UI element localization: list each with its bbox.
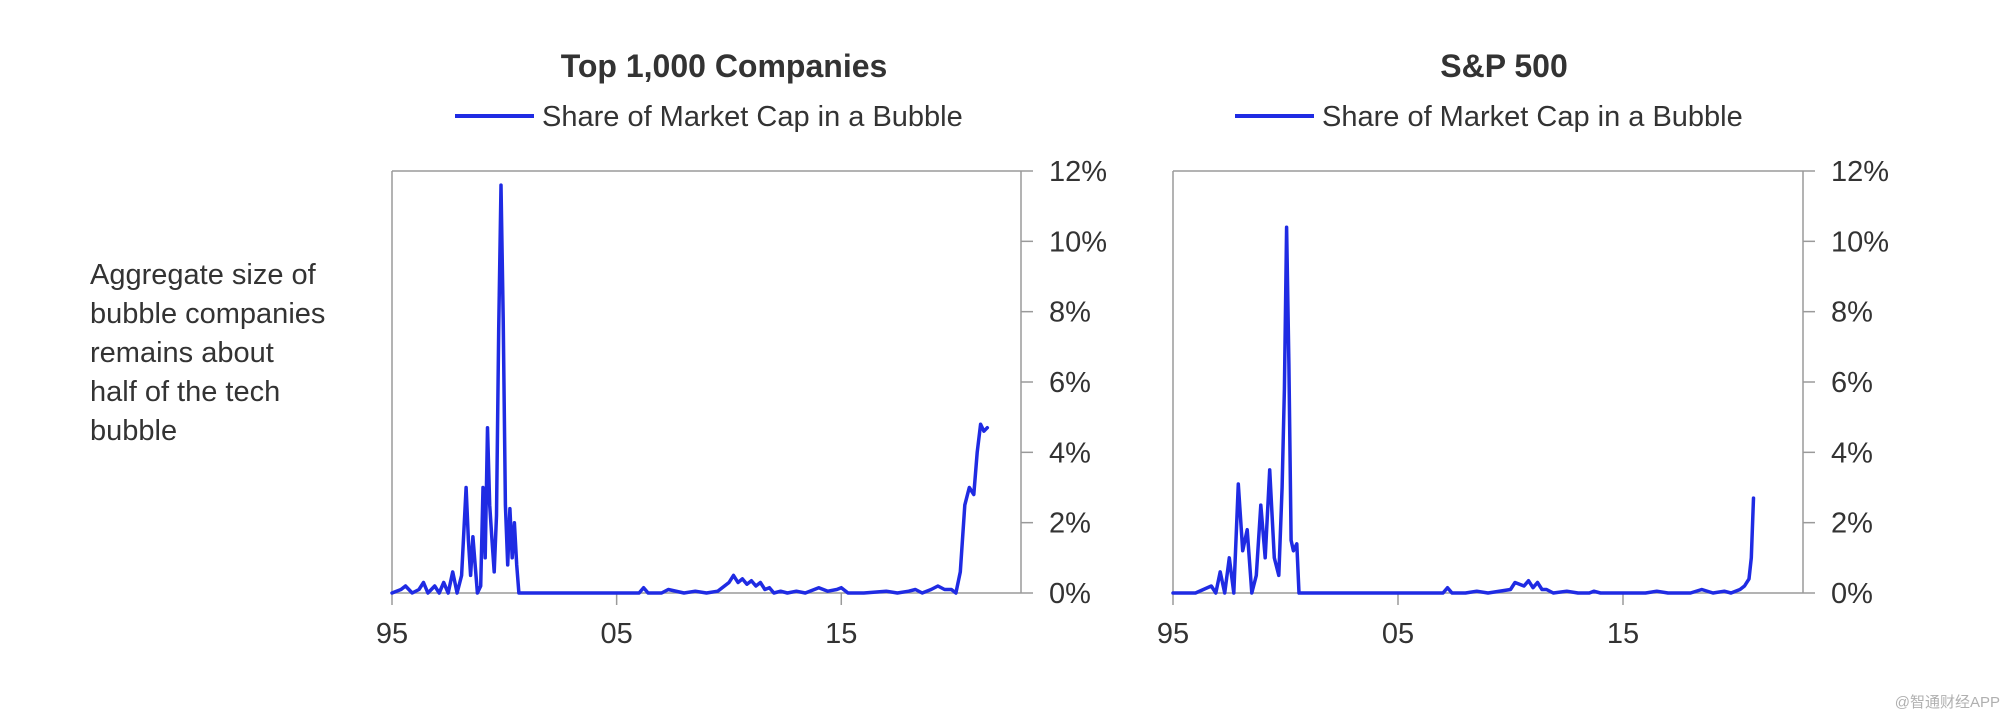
side-note-line: remains about: [90, 337, 274, 369]
y-tick-label: 4%: [1049, 437, 1091, 469]
y-tick-label: 2%: [1049, 508, 1091, 540]
side-note-line: half of the tech: [90, 376, 281, 408]
y-tick-label: 2%: [1831, 508, 1873, 540]
x-tick-label: 15: [825, 618, 857, 650]
x-tick-label: 05: [1382, 618, 1414, 650]
y-tick-label: 8%: [1049, 297, 1091, 329]
y-tick-label: 10%: [1831, 226, 1889, 258]
y-tick-label: 0%: [1049, 578, 1091, 610]
series-line: [390, 183, 990, 595]
side-note: Aggregate size of bubble companies remai…: [90, 256, 380, 451]
x-tick-label: 95: [376, 618, 408, 650]
y-tick-label: 12%: [1049, 156, 1107, 188]
legend-label: Share of Market Cap in a Bubble: [542, 101, 963, 133]
legend-label: Share of Market Cap in a Bubble: [1322, 101, 1743, 133]
x-tick-label: 15: [1607, 618, 1639, 650]
y-tick-label: 10%: [1049, 226, 1107, 258]
watermark: @智通财经APP: [1894, 694, 2000, 711]
chart-top-1000-companies: Top 1,000 Companies Share of Market Cap i…: [376, 48, 1107, 650]
x-tick-label: 05: [601, 618, 633, 650]
side-note-line: bubble companies: [90, 298, 326, 330]
side-note-line: bubble: [90, 415, 178, 447]
y-tick-label: 0%: [1831, 578, 1873, 610]
y-tick-label: 12%: [1831, 156, 1889, 188]
x-tick-label: 95: [1157, 618, 1189, 650]
y-tick-label: 6%: [1831, 367, 1873, 399]
y-tick-label: 4%: [1831, 437, 1873, 469]
y-tick-label: 6%: [1049, 367, 1091, 399]
series-line: [1171, 225, 1756, 595]
chart-title: Top 1,000 Companies: [561, 48, 888, 84]
side-note-line: Aggregate size of: [90, 259, 316, 291]
chart-title: S&P 500: [1440, 48, 1568, 84]
y-tick-label: 8%: [1831, 297, 1873, 329]
